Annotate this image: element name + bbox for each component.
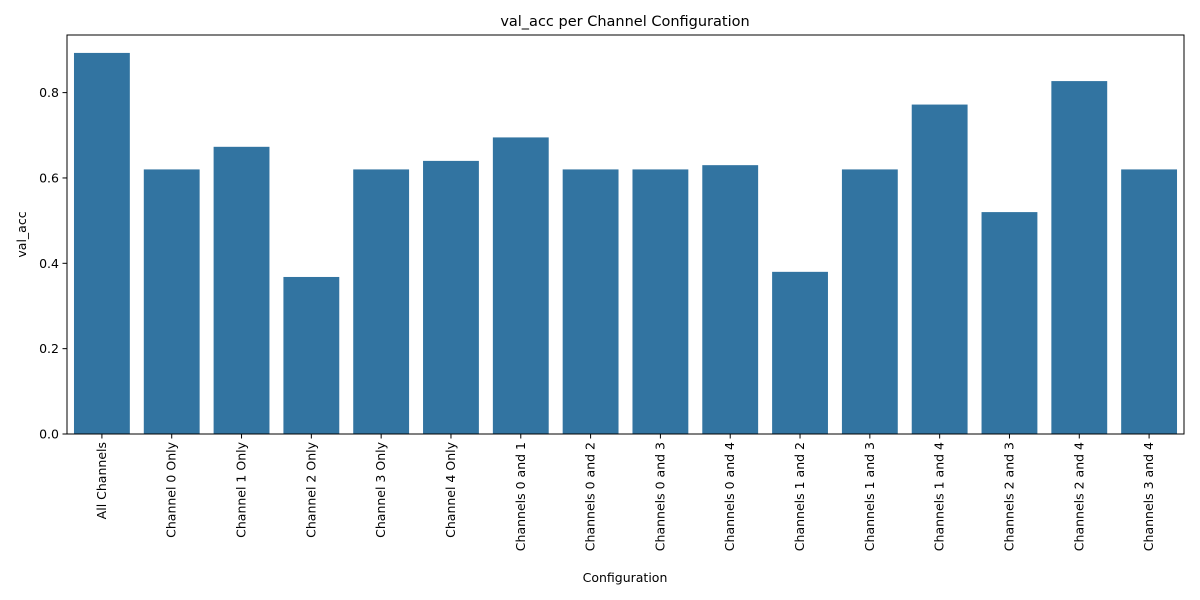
bars-group <box>73 52 1178 435</box>
bar-4 <box>353 169 410 435</box>
y-tick-label: 0.6 <box>39 170 59 185</box>
bar-13 <box>981 212 1038 434</box>
x-tick-label: Channels 0 and 3 <box>652 442 667 551</box>
y-tick-label: 0.4 <box>39 256 59 271</box>
bar-0 <box>73 52 130 435</box>
x-tick-label: Channel 2 Only <box>303 441 318 537</box>
x-tick-label: Channels 0 and 1 <box>513 442 528 551</box>
bar-5 <box>423 160 479 434</box>
bar-7 <box>562 169 619 435</box>
y-axis-label: val_acc <box>14 211 29 257</box>
x-tick-label: Channels 1 and 2 <box>792 442 807 551</box>
x-tick-label: All Channels <box>94 442 109 519</box>
bar-6 <box>492 137 549 435</box>
bar-14 <box>1051 81 1108 434</box>
bar-10 <box>772 271 828 434</box>
bar-11 <box>841 169 898 435</box>
y-tick-label: 0.0 <box>39 427 59 442</box>
chart-title: val_acc per Channel Configuration <box>500 14 749 30</box>
y-tick-label: 0.8 <box>39 85 59 100</box>
bar-12 <box>911 104 968 434</box>
bar-15 <box>1121 169 1178 435</box>
x-tick-label: Channels 3 and 4 <box>1141 442 1156 551</box>
x-tick-label: Channels 2 and 4 <box>1071 442 1086 551</box>
bar-3 <box>283 276 340 434</box>
x-tick-label: Channels 2 and 3 <box>1001 442 1016 551</box>
y-tick-label: 0.2 <box>39 341 59 356</box>
plot-frame <box>66 34 1185 435</box>
bar-8 <box>632 169 689 435</box>
bar-9 <box>702 165 759 434</box>
y-axis: 0.0 0.2 0.4 0.6 0.8 <box>39 85 67 442</box>
x-tick-label: Channel 3 Only <box>373 441 388 537</box>
x-axis: All Channels Channel 0 Only Channel 1 Only… <box>94 434 1156 551</box>
x-tick-label: Channels 1 and 3 <box>862 442 877 551</box>
x-tick-label: Channel 0 Only <box>164 441 179 537</box>
x-tick-label: Channels 0 and 4 <box>722 442 737 551</box>
x-tick-label: Channel 1 Only <box>234 441 249 537</box>
x-tick-label: Channels 1 and 4 <box>932 442 947 551</box>
bar-2 <box>213 146 270 434</box>
bar-1 <box>143 169 200 435</box>
x-axis-label: Configuration <box>583 570 668 585</box>
x-tick-label: Channel 4 Only <box>443 441 458 537</box>
x-tick-label: Channels 0 and 2 <box>583 442 598 551</box>
